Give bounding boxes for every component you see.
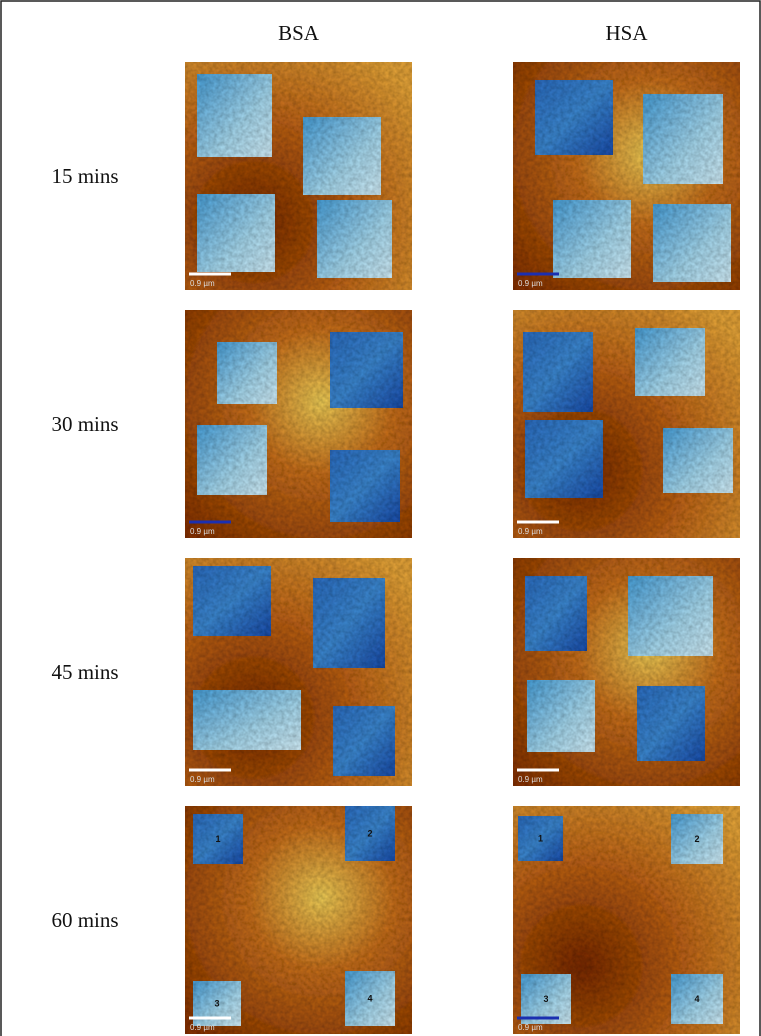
- pattern-square: [330, 332, 403, 408]
- pattern-square: [525, 420, 603, 498]
- scale-bar-label: 0.9 µm: [190, 527, 215, 536]
- pattern-square: [303, 117, 381, 195]
- pattern-square: [635, 328, 705, 396]
- square-label: 4: [694, 994, 699, 1004]
- image-panel: 0.9 µm: [185, 62, 412, 290]
- image-panel: 0.9 µm: [185, 558, 412, 786]
- pattern-square: [217, 342, 277, 404]
- scale-bar-label: 0.9 µm: [518, 1023, 543, 1032]
- pattern-square: [525, 576, 587, 651]
- square-label: 2: [694, 834, 699, 844]
- pattern-square: [637, 686, 705, 761]
- row-label: 45 mins: [51, 660, 118, 684]
- pattern-square: [330, 450, 400, 522]
- pattern-square: [653, 204, 731, 282]
- scale-bar-label: 0.9 µm: [518, 775, 543, 784]
- figure: BSA HSA 15 mins 0.9 µm 0.9 µm 30 mins 0.9 µm 0.…: [0, 0, 761, 1036]
- pattern-square: [313, 578, 385, 668]
- square-label: 1: [215, 834, 220, 844]
- row-label: 30 mins: [51, 412, 118, 436]
- square-label: 3: [543, 994, 548, 1004]
- square-label: 2: [367, 829, 372, 839]
- pattern-square: [643, 94, 723, 184]
- pattern-square: [193, 566, 271, 636]
- pattern-square: [663, 428, 733, 493]
- image-panel: 0.9 µm: [185, 310, 412, 538]
- column-header: BSA: [278, 21, 320, 45]
- scale-bar-label: 0.9 µm: [190, 279, 215, 288]
- pattern-square: [197, 194, 275, 272]
- page: {"columns": ["BSA", "HSA"], "rows": [ {"…: [0, 0, 761, 1036]
- scale-bar-label: 0.9 µm: [518, 279, 543, 288]
- row-label: 15 mins: [51, 164, 118, 188]
- image-panel: 1 2 3 4 0.9 µm: [513, 806, 740, 1034]
- scale-bar-label: 0.9 µm: [190, 775, 215, 784]
- pattern-square: [527, 680, 595, 752]
- square-label: 3: [214, 999, 219, 1009]
- image-panel: 1 2 3 4 0.9 µm: [185, 806, 412, 1034]
- scale-bar-label: 0.9 µm: [518, 527, 543, 536]
- pattern-square: [628, 576, 713, 656]
- pattern-square: [553, 200, 631, 278]
- image-panel: 0.9 µm: [513, 62, 740, 290]
- square-label: 4: [367, 994, 372, 1004]
- pattern-square: [317, 200, 392, 278]
- image-panel: 0.9 µm: [513, 558, 740, 786]
- column-header: HSA: [605, 21, 648, 45]
- pattern-square: [535, 80, 613, 155]
- pattern-square: [523, 332, 593, 412]
- pattern-square: [193, 690, 301, 750]
- image-panel: 0.9 µm: [513, 310, 740, 538]
- square-label: 1: [538, 834, 543, 844]
- pattern-square: [197, 425, 267, 495]
- pattern-square: [197, 74, 272, 157]
- scale-bar-label: 0.9 µm: [190, 1023, 215, 1032]
- row-label: 60 mins: [51, 908, 118, 932]
- pattern-square: [333, 706, 395, 776]
